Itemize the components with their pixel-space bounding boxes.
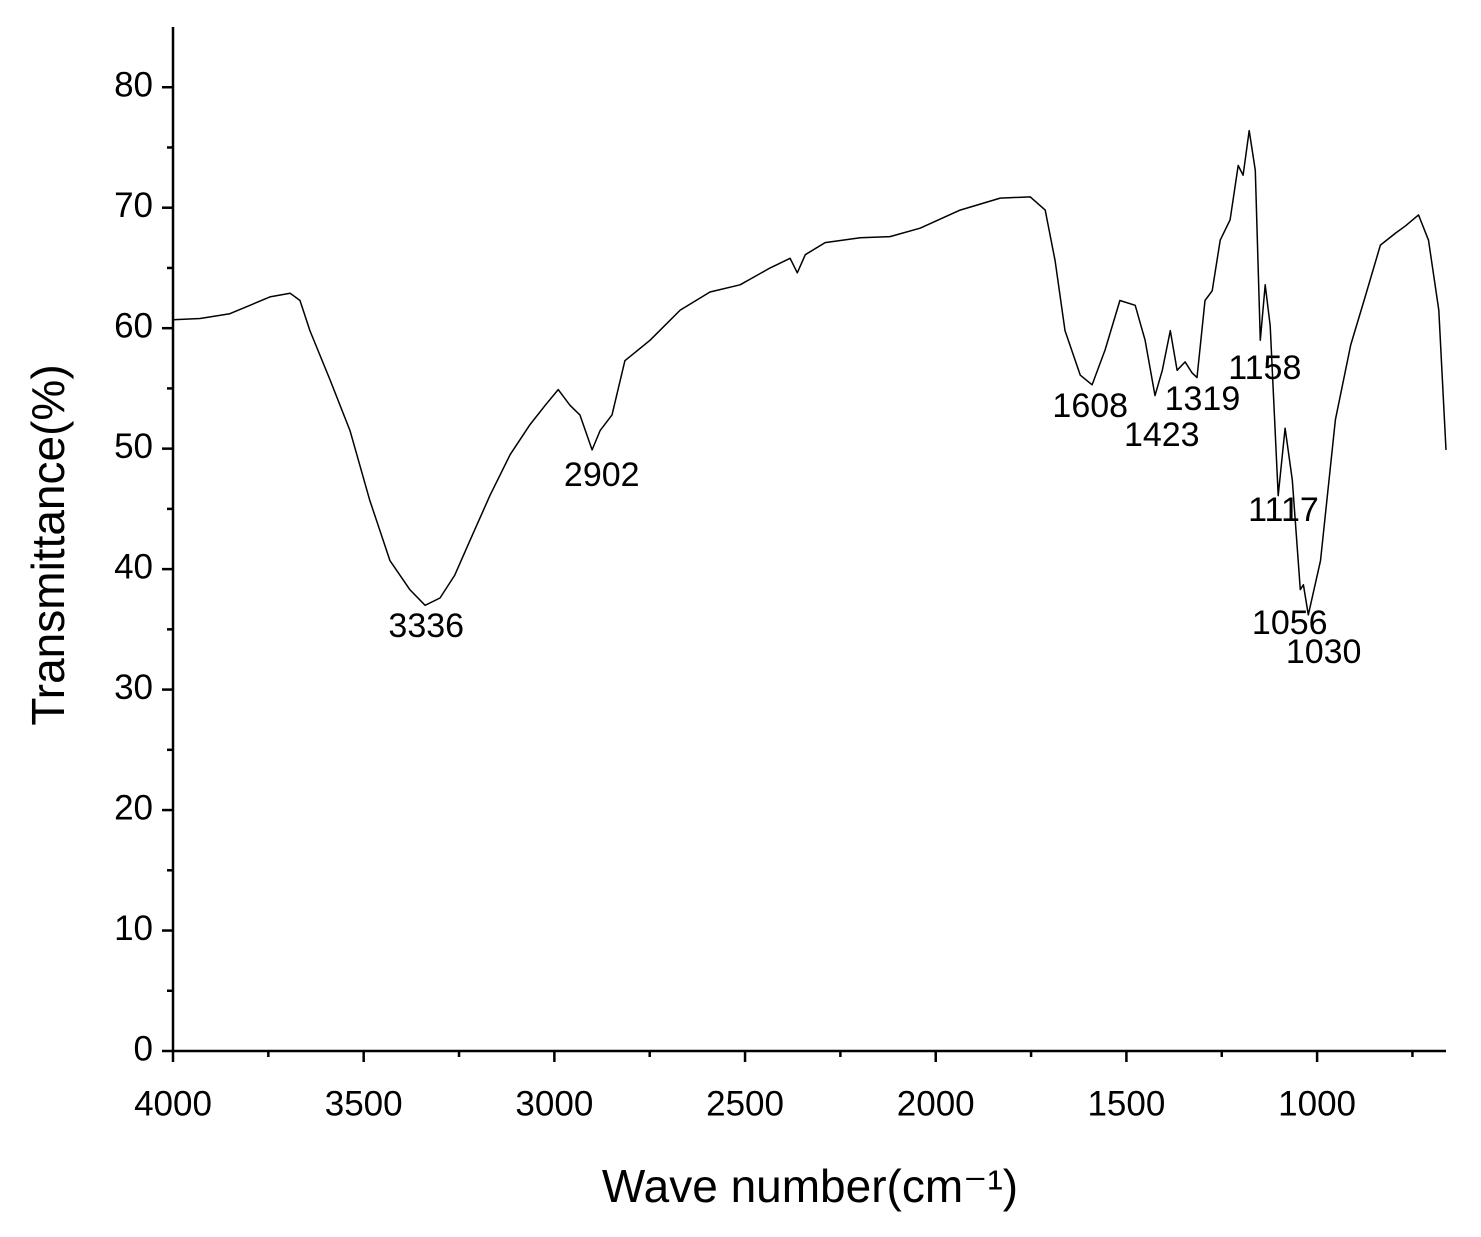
peak-label: 1423 (1124, 416, 1200, 454)
x-tick-label: 3500 (325, 1084, 403, 1123)
peak-label: 1117 (1248, 491, 1319, 529)
peak-label: 1056 (1252, 604, 1328, 642)
y-tick-label: 20 (114, 788, 153, 827)
peak-label: 2902 (564, 456, 640, 494)
peak-label: 3336 (388, 607, 464, 645)
spectrum-line (172, 129, 1447, 616)
x-axis-title: Wave number(cm⁻¹) (602, 1160, 1018, 1212)
peak-label: 1608 (1052, 387, 1128, 425)
y-tick-label: 30 (114, 668, 153, 707)
y-axis-title: Transmittance(%) (22, 364, 74, 725)
x-tick-label: 1000 (1278, 1084, 1356, 1123)
peak-label: 1319 (1165, 380, 1241, 418)
x-tick-label: 3000 (515, 1084, 593, 1123)
y-tick-label: 50 (114, 427, 153, 466)
y-tick-label: 0 (134, 1029, 153, 1068)
x-tick-label: 2500 (706, 1084, 784, 1123)
y-tick-label: 70 (114, 186, 153, 225)
x-tick-label: 4000 (134, 1084, 212, 1123)
x-tick-label: 2000 (897, 1084, 975, 1123)
y-tick-label: 80 (114, 65, 153, 104)
y-tick-label: 40 (114, 547, 153, 586)
y-tick-label: 10 (114, 909, 153, 948)
y-tick-label: 60 (114, 306, 153, 345)
peak-label: 1158 (1228, 349, 1301, 387)
peak-label: 1030 (1286, 633, 1362, 671)
x-tick-label: 1500 (1087, 1084, 1165, 1123)
